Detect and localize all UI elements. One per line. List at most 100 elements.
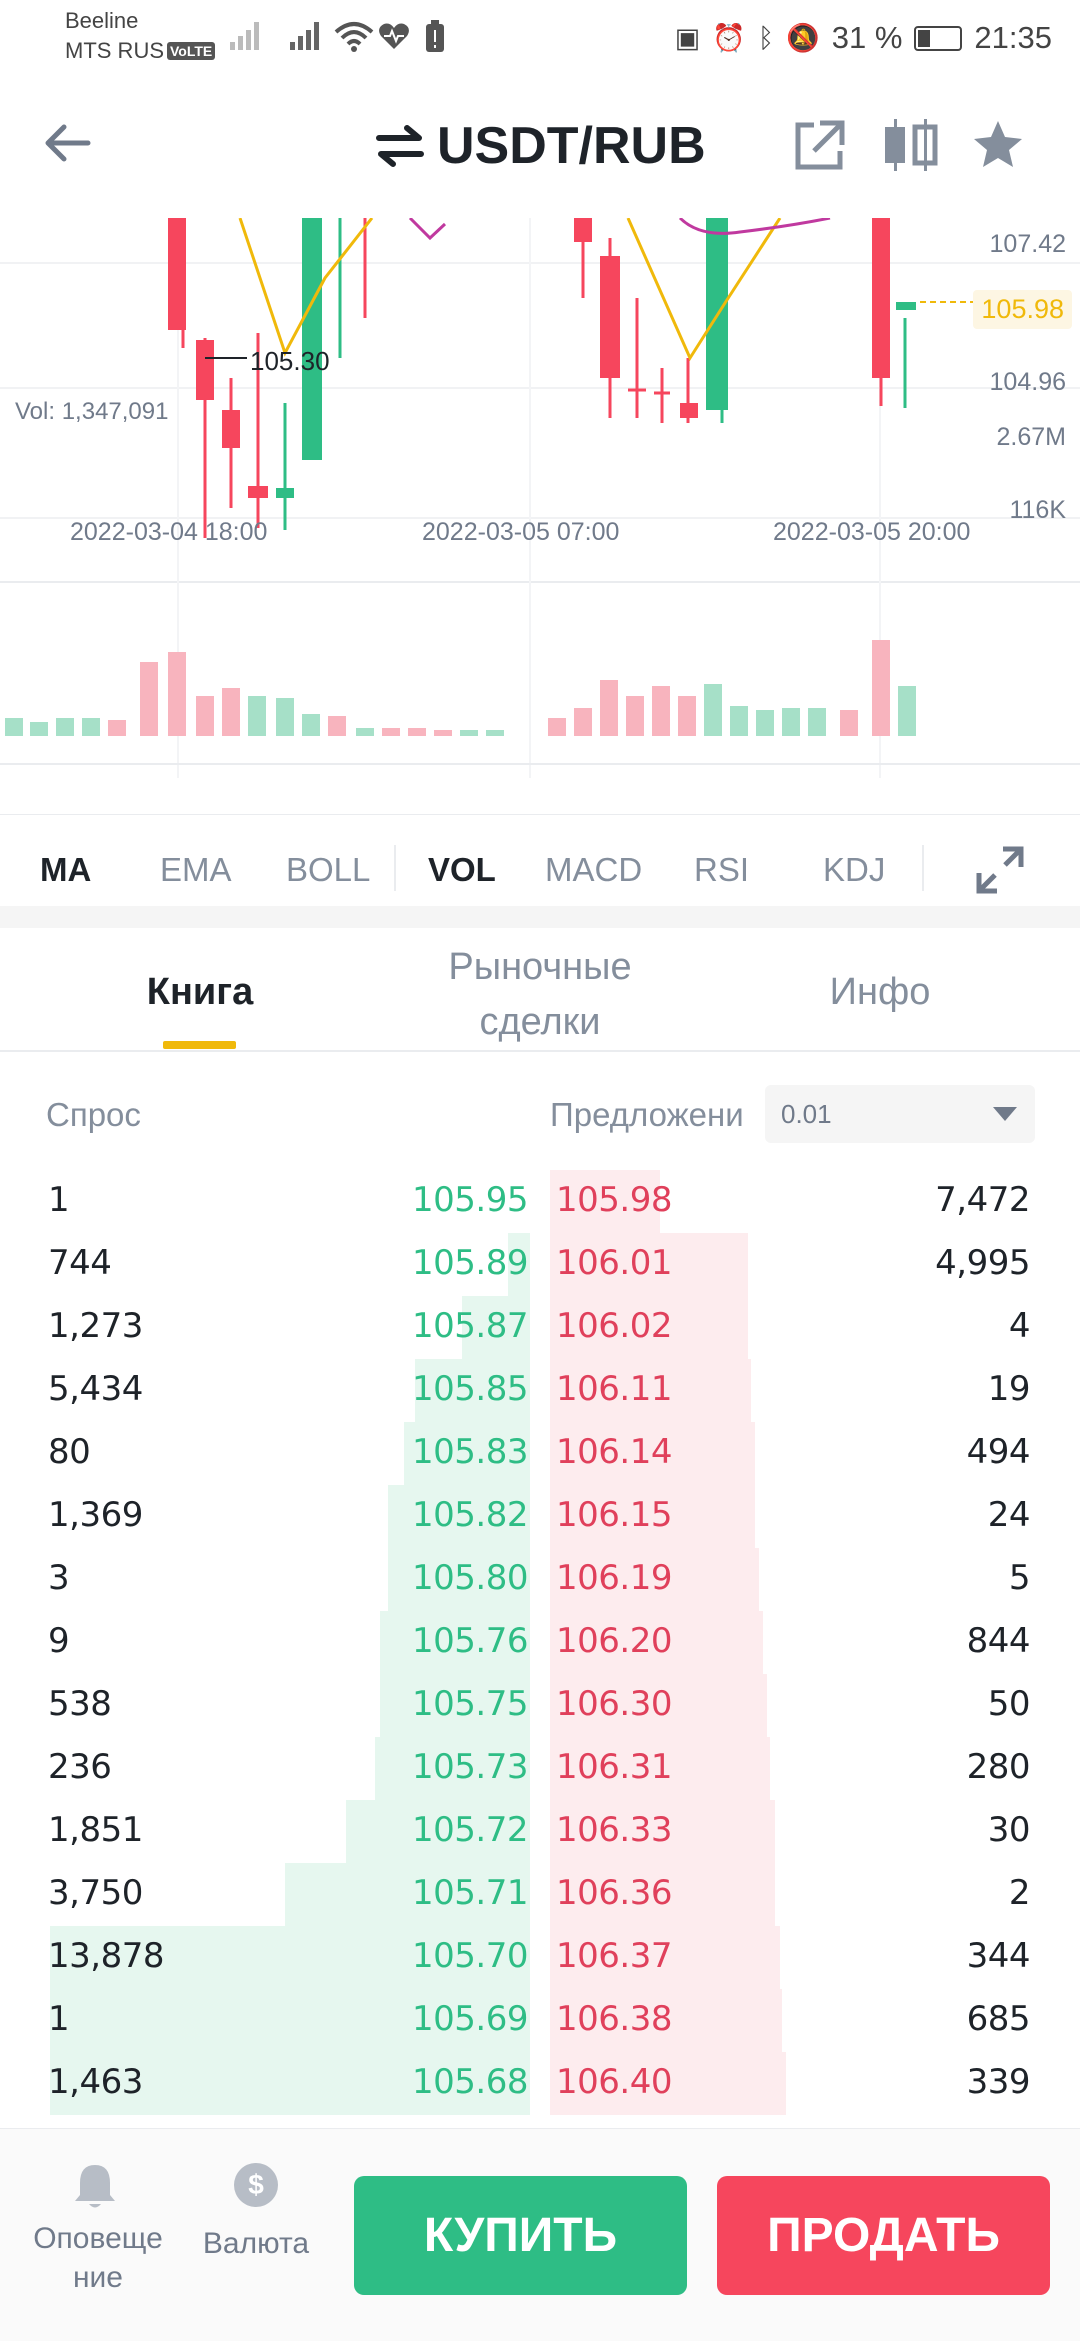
ask-quantity: 494 [966, 1432, 1031, 1472]
indicator-rsi[interactable]: RSI [694, 851, 750, 888]
order-book-row[interactable]: 13,878 105.70 106.37 344 [0, 1926, 1080, 1989]
fullscreen-icon[interactable] [975, 845, 1025, 895]
dollar-circle-icon[interactable]: $ [232, 2161, 280, 2209]
nfc-icon: ▣ [674, 22, 701, 53]
bid-price: 105.82 [412, 1495, 528, 1535]
swap-arrows-icon [376, 125, 424, 167]
ask-price: 106.02 [556, 1306, 672, 1346]
active-tab-indicator [163, 1041, 236, 1049]
bell-icon[interactable] [72, 2161, 118, 2211]
health-icon [379, 23, 409, 49]
tab-market-trades[interactable]: Рыночные сделки [400, 940, 680, 1050]
bid-price: 105.68 [412, 2062, 528, 2102]
ma2-line [408, 218, 447, 241]
alerts-label-line2: ние [72, 2261, 123, 2294]
ask-quantity: 19 [987, 1369, 1031, 1409]
ask-quantity: 4 [1008, 1306, 1031, 1346]
back-arrow-icon[interactable] [40, 115, 96, 171]
alerts-label[interactable]: Оповеще ние [18, 2219, 178, 2297]
ask-depth-bar [550, 1989, 782, 2052]
bid-depth-bar [346, 1800, 530, 1863]
ask-price: 106.20 [556, 1621, 672, 1661]
bid-quantity: 80 [48, 1432, 91, 1472]
bid-quantity: 3 [48, 1558, 70, 1598]
bid-depth-bar [50, 2052, 530, 2115]
bid-depth-bar [415, 1359, 530, 1422]
bid-column-header: Спрос [46, 1096, 141, 1133]
buy-button[interactable]: КУПИТЬ [354, 2176, 687, 2295]
ask-depth-bar [550, 1800, 775, 1863]
wifi-icon [334, 22, 374, 52]
kline-chart[interactable]: 107.42 105.98 104.96 105.30 Vol: 1,347,0… [0, 218, 1080, 818]
ask-depth-bar [550, 1863, 775, 1926]
candle [680, 403, 698, 418]
volume-label: Vol: 1,347,091 [15, 398, 169, 425]
indicator-kdj[interactable]: KDJ [823, 851, 886, 888]
bid-depth-bar [50, 1926, 530, 1989]
status-right: ▣ ⏰ ᛒ 🔕 31 % 21:35 [675, 18, 1052, 58]
volume-bars [5, 640, 916, 736]
bid-depth-bar [388, 1485, 530, 1548]
order-book-row[interactable]: 744 105.89 106.01 4,995 [0, 1233, 1080, 1296]
bid-quantity: 1 [48, 1180, 70, 1220]
indicator-boll[interactable]: BOLL [286, 851, 371, 888]
price-axis-label: 104.96 [989, 368, 1066, 396]
bid-quantity: 1,851 [48, 1810, 143, 1850]
order-book-row[interactable]: 538 105.75 106.30 50 [0, 1674, 1080, 1737]
sell-button[interactable]: ПРОДАТЬ [717, 2176, 1050, 2295]
time-axis-label: 2022-03-05 07:00 [422, 518, 620, 546]
bid-price: 105.72 [412, 1810, 528, 1850]
bid-quantity: 1,273 [48, 1306, 143, 1346]
order-book-row[interactable]: 3 105.80 106.19 5 [0, 1548, 1080, 1611]
share-icon[interactable] [790, 115, 850, 175]
alarm-icon: ⏰ [712, 23, 746, 53]
order-book-row[interactable]: 1,273 105.87 106.02 4 [0, 1296, 1080, 1359]
kline-plot [0, 218, 1080, 778]
bid-quantity: 744 [48, 1243, 112, 1283]
ask-quantity: 7,472 [935, 1180, 1030, 1220]
order-book-row[interactable]: 1,851 105.72 106.33 30 [0, 1800, 1080, 1863]
bid-price: 105.85 [412, 1369, 528, 1409]
ask-depth-bar [550, 2052, 786, 2115]
order-book-row[interactable]: 236 105.73 106.31 280 [0, 1737, 1080, 1800]
indicator-macd[interactable]: MACD [545, 851, 643, 888]
ask-quantity: 24 [987, 1495, 1031, 1535]
alert-battery-icon [426, 20, 444, 52]
order-book-row[interactable]: 1 105.95 105.98 7,472 [0, 1170, 1080, 1233]
bid-price: 105.70 [412, 1936, 528, 1976]
order-book-row[interactable]: 9 105.76 106.20 844 [0, 1611, 1080, 1674]
ask-quantity: 4,995 [935, 1243, 1030, 1283]
ask-price: 106.37 [556, 1936, 672, 1976]
bid-price: 105.76 [412, 1621, 528, 1661]
bid-price: 105.71 [412, 1873, 528, 1913]
order-book-row[interactable]: 1,369 105.82 106.15 24 [0, 1485, 1080, 1548]
indicator-divider [922, 845, 924, 891]
ask-depth-bar [550, 1485, 755, 1548]
ask-quantity: 344 [966, 1936, 1031, 1976]
order-book-row[interactable]: 1,463 105.68 106.40 339 [0, 2052, 1080, 2115]
tab-order-book[interactable]: Книга [146, 971, 254, 1013]
pair-selector[interactable]: USDT/RUB [375, 116, 706, 176]
indicator-ma[interactable]: MA [40, 851, 92, 888]
star-icon[interactable] [968, 115, 1028, 175]
bid-price: 105.87 [412, 1306, 528, 1346]
order-book-row[interactable]: 1 105.69 106.38 685 [0, 1989, 1080, 2052]
ask-quantity: 30 [987, 1810, 1031, 1850]
ask-price: 106.38 [556, 1999, 672, 2039]
mute-icon: 🔕 [786, 23, 820, 53]
indicator-ema[interactable]: EMA [160, 851, 232, 888]
bid-quantity: 3,750 [48, 1873, 143, 1913]
currency-label[interactable]: Валюта [202, 2227, 310, 2260]
order-book-row[interactable]: 5,434 105.85 106.11 19 [0, 1359, 1080, 1422]
indicator-vol[interactable]: VOL [428, 851, 496, 888]
order-book-row[interactable]: 80 105.83 106.14 494 [0, 1422, 1080, 1485]
order-book-row[interactable]: 3,750 105.71 106.36 2 [0, 1863, 1080, 1926]
tab-info[interactable]: Инфо [829, 971, 931, 1013]
candle-chart-icon[interactable] [880, 115, 940, 175]
current-price-tag: 105.98 [973, 290, 1072, 329]
candle [168, 218, 186, 330]
ask-depth-bar [550, 1170, 660, 1233]
ma2-line [678, 218, 831, 235]
precision-dropdown[interactable]: 0.01 [765, 1085, 1035, 1143]
ask-price: 106.33 [556, 1810, 672, 1850]
